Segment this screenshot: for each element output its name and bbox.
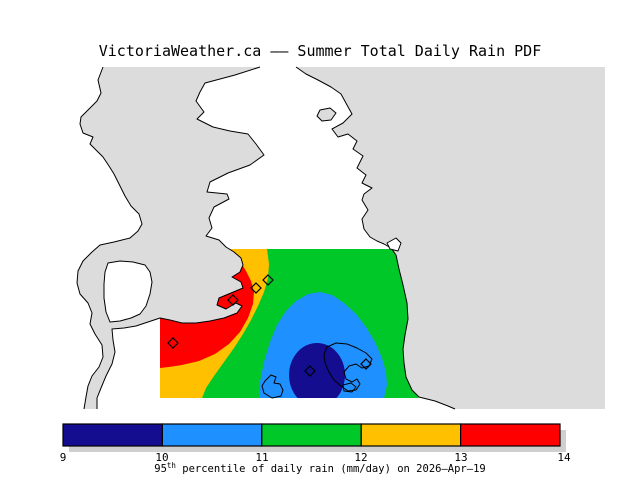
colorbar: 9 10 11 12 13 14 95th percentile of dail… [60, 423, 571, 475]
station-marker [360, 358, 372, 370]
colorbar-caption: 95th percentile of daily rain (mm/day) o… [154, 461, 485, 475]
colorbar-cell-12-13 [360, 423, 462, 447]
caption-superscript: th [167, 461, 176, 470]
tick-label-13: 13 [454, 451, 467, 464]
colorbar-cell-10-11 [161, 423, 263, 447]
station-marker [250, 282, 262, 294]
map-area [75, 66, 605, 410]
station-marker [262, 274, 274, 286]
station-marker [227, 294, 239, 306]
chart-title: VictoriaWeather.ca –– Summer Total Daily… [99, 42, 542, 60]
colorbar-ticks: 9 10 11 12 13 14 [60, 451, 571, 464]
water-west [75, 67, 142, 409]
colorbar-cell-11-12 [261, 423, 362, 447]
coastline-inlet-east-shore [295, 66, 456, 410]
coastline-west [76, 66, 143, 410]
bay-wedge [386, 237, 402, 252]
contour-level-9-10 [289, 343, 345, 398]
water-basin [103, 260, 153, 323]
island-outline-east-lobe [342, 382, 357, 393]
tick-label-12: 12 [354, 451, 367, 464]
inlet-islet [316, 107, 337, 122]
tick-label-10: 10 [155, 451, 168, 464]
caption-prefix: 95 [154, 463, 167, 475]
station-marker [304, 365, 316, 377]
island-outline-east [323, 342, 373, 392]
tick-label-9: 9 [60, 451, 67, 464]
caption-rest: percentile of daily rain (mm/day) on 202… [176, 463, 486, 475]
island-outline-west [261, 374, 284, 399]
station-markers [167, 274, 372, 377]
colorbar-cell-13-14 [460, 423, 561, 447]
colorbar-cell-9-10 [62, 423, 164, 447]
coastline-inlet-west-shore [96, 66, 265, 409]
tick-label-11: 11 [255, 451, 268, 464]
station-marker [167, 337, 179, 349]
tick-label-14: 14 [557, 451, 571, 464]
